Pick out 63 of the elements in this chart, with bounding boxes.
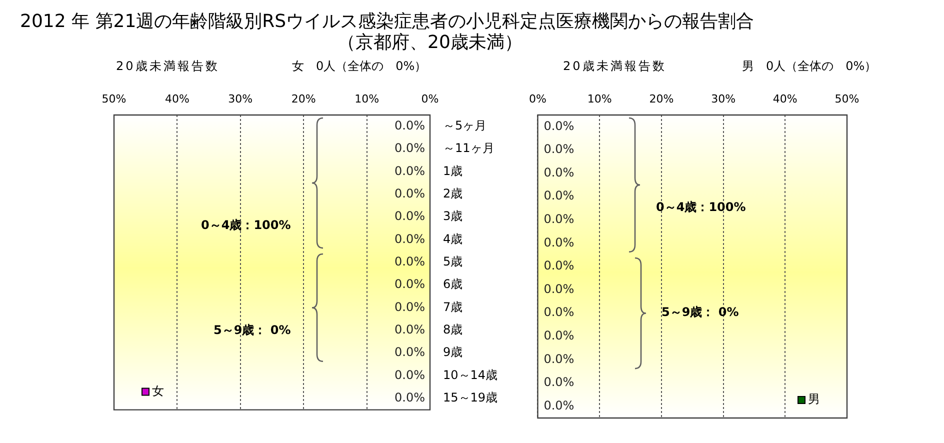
data-label: 0.0% <box>394 368 425 382</box>
y-tick-label: 6歳 <box>443 277 463 292</box>
data-label: 0.0% <box>394 232 425 246</box>
data-label: 0.0% <box>544 328 574 343</box>
data-label: 0.0% <box>394 277 425 292</box>
y-tick-label: 2歳 <box>443 186 463 200</box>
data-label: 0.0% <box>544 375 574 390</box>
y-tick-label: ～11ヶ月 <box>443 141 494 156</box>
y-tick-label: 1歳 <box>443 164 463 178</box>
x-tick-label: 10% <box>587 92 612 106</box>
x-tick-label: 0% <box>529 92 546 106</box>
data-label: 0.0% <box>544 142 574 156</box>
data-label: 0.0% <box>544 398 574 412</box>
x-tick-label: 0% <box>421 92 439 106</box>
data-label: 0.0% <box>544 352 574 366</box>
y-tick-label: 10～14歳 <box>443 368 498 382</box>
legend-label: 男 <box>808 392 820 406</box>
chart-title: 2012 年 第21週の年齢階級別RSウイルス感染症患者の小児科定点医療機関からの報告割合 <box>20 11 754 32</box>
data-label: 0.0% <box>394 322 425 337</box>
text: 20歳未満報告数 <box>116 58 220 74</box>
annotation: 0～4歳：100% <box>656 200 746 214</box>
data-label: 0.0% <box>544 258 574 273</box>
x-tick-label: 10% <box>354 92 380 106</box>
text: 男 0人（全体の 0%） <box>742 58 877 74</box>
x-tick-label: 50% <box>102 92 126 106</box>
y-tick-label: 5歳 <box>443 254 463 269</box>
data-label: 0.0% <box>394 164 425 178</box>
data-label: 0.0% <box>394 345 425 360</box>
y-tick-label: 3歳 <box>443 209 463 224</box>
y-tick-label: 4歳 <box>443 232 463 246</box>
data-label: 0.0% <box>544 305 574 320</box>
data-label: 0.0% <box>394 186 425 200</box>
x-tick-label: 30% <box>228 92 253 106</box>
data-label: 0.0% <box>544 188 574 203</box>
data-label: 0.0% <box>544 118 574 133</box>
data-label: 0.0% <box>544 235 574 250</box>
annotation: 5～9歳： 0% <box>214 322 291 338</box>
data-label: 0.0% <box>544 165 574 180</box>
text: 女 0人（全体の 0%） <box>292 58 427 74</box>
data-label: 0.0% <box>394 390 425 405</box>
data-label: 0.0% <box>544 212 574 226</box>
x-tick-label: 20% <box>291 92 316 106</box>
legend-label: 女 <box>152 384 164 398</box>
data-label: 0.0% <box>394 300 425 314</box>
y-tick-label: 7歳 <box>443 300 463 314</box>
data-label: 0.0% <box>394 118 425 132</box>
data-label: 0.0% <box>394 254 425 269</box>
x-tick-label: 40% <box>772 92 798 106</box>
x-tick-label: 20% <box>649 92 674 106</box>
y-tick-label: ～5ヶ月 <box>443 118 487 132</box>
x-tick-label: 40% <box>164 92 190 106</box>
data-label: 0.0% <box>394 141 425 156</box>
annotation: 5～9歳： 0% <box>662 304 739 320</box>
chart-subtitle: （京都府、20歳未満） <box>336 32 524 54</box>
x-tick-label: 30% <box>711 92 736 106</box>
annotation: 0～4歳：100% <box>201 218 291 232</box>
x-tick-label: 50% <box>834 92 860 106</box>
data-label: 0.0% <box>544 282 574 296</box>
y-tick-label: 8歳 <box>443 322 463 337</box>
text: 20歳未満報告数 <box>563 58 666 74</box>
data-label: 0.0% <box>394 209 425 224</box>
y-tick-label: 9歳 <box>443 345 463 360</box>
y-tick-label: 15～19歳 <box>443 390 498 405</box>
